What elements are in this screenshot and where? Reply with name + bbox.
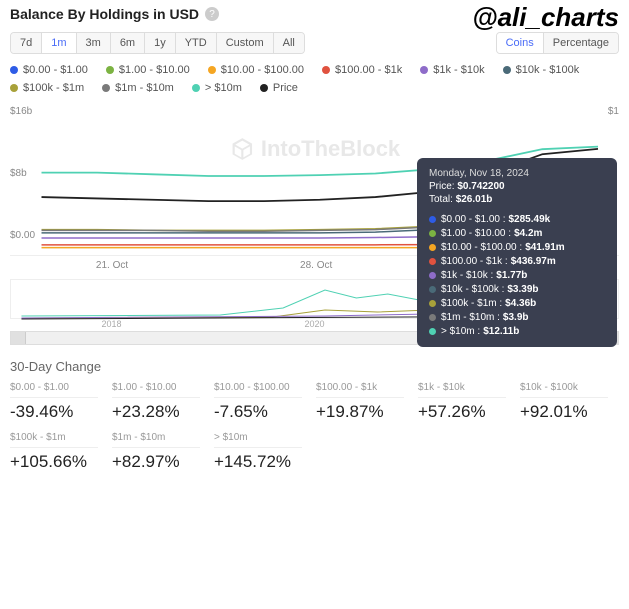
legend-item[interactable]: $10.00 - $100.00 bbox=[208, 64, 304, 76]
watermark: IntoTheBlock bbox=[229, 136, 400, 162]
range-1y[interactable]: 1y bbox=[145, 33, 176, 53]
time-range-group: 7d1m3m6m1yYTDCustomAll bbox=[10, 32, 305, 54]
legend-item[interactable]: $0.00 - $1.00 bbox=[10, 64, 88, 76]
legend: $0.00 - $1.00 $1.00 - $10.00 $10.00 - $100… bbox=[0, 60, 629, 102]
watermark-handle: @ali_charts bbox=[472, 2, 619, 33]
range-custom[interactable]: Custom bbox=[217, 33, 274, 53]
change-label: $0.00 - $1.00 bbox=[10, 382, 98, 398]
change-value: +57.26% bbox=[418, 402, 506, 422]
help-icon[interactable]: ? bbox=[205, 7, 219, 21]
range-7d[interactable]: 7d bbox=[11, 33, 42, 53]
x-tick: 21. Oct bbox=[96, 260, 128, 271]
legend-item[interactable]: $100.00 - $1k bbox=[322, 64, 402, 76]
legend-label: $0.00 - $1.00 bbox=[23, 64, 88, 76]
change-label: $1.00 - $10.00 bbox=[112, 382, 200, 398]
legend-label: > $10m bbox=[205, 82, 242, 94]
legend-dot-icon bbox=[10, 66, 18, 74]
x-tick: 28. Oct bbox=[300, 260, 332, 271]
legend-dot-icon bbox=[10, 84, 18, 92]
change-card: > $10m +145.72% bbox=[214, 432, 302, 472]
change-value: +105.66% bbox=[10, 452, 98, 472]
legend-label: $1m - $10m bbox=[115, 82, 174, 94]
change-card: $10.00 - $100.00 -7.65% bbox=[214, 382, 302, 422]
tooltip-row: > $10m : $12.11b bbox=[429, 326, 605, 337]
legend-dot-icon bbox=[260, 84, 268, 92]
legend-item[interactable]: $100k - $1m bbox=[10, 82, 84, 94]
change-value: +23.28% bbox=[112, 402, 200, 422]
tooltip: Monday, Nov 18, 2024 Price: $0.742200 To… bbox=[417, 158, 617, 347]
tooltip-price: Price: $0.742200 bbox=[429, 181, 605, 192]
tooltip-date: Monday, Nov 18, 2024 bbox=[429, 168, 605, 179]
legend-label: $100k - $1m bbox=[23, 82, 84, 94]
change-section: 30-Day Change $0.00 - $1.00 -39.46% $1.00 … bbox=[0, 351, 629, 480]
toggle-percentage[interactable]: Percentage bbox=[544, 33, 618, 53]
block-icon bbox=[229, 136, 255, 162]
toggle-coins[interactable]: Coins bbox=[497, 33, 544, 53]
legend-item[interactable]: > $10m bbox=[192, 82, 242, 94]
page-title: Balance By Holdings in USD bbox=[10, 6, 199, 22]
change-value: +145.72% bbox=[214, 452, 302, 472]
change-grid: $0.00 - $1.00 -39.46% $1.00 - $10.00 +23.28… bbox=[10, 382, 619, 472]
change-label: $10.00 - $100.00 bbox=[214, 382, 302, 398]
legend-label: $10k - $100k bbox=[516, 64, 580, 76]
tooltip-row: $1m - $10m : $3.9b bbox=[429, 312, 605, 323]
change-card: $100k - $1m +105.66% bbox=[10, 432, 98, 472]
minimap-tick: 2020 bbox=[304, 319, 324, 329]
legend-label: $1k - $10k bbox=[433, 64, 484, 76]
change-label: $10k - $100k bbox=[520, 382, 608, 398]
range-all[interactable]: All bbox=[274, 33, 304, 53]
legend-dot-icon bbox=[322, 66, 330, 74]
tooltip-row: $100k - $1m : $4.36b bbox=[429, 298, 605, 309]
legend-item[interactable]: $1k - $10k bbox=[420, 64, 484, 76]
change-card: $0.00 - $1.00 -39.46% bbox=[10, 382, 98, 422]
change-value: +19.87% bbox=[316, 402, 404, 422]
watermark-text: IntoTheBlock bbox=[261, 136, 400, 162]
change-card: $10k - $100k +92.01% bbox=[520, 382, 608, 422]
legend-label: Price bbox=[273, 82, 298, 94]
change-card: $1m - $10m +82.97% bbox=[112, 432, 200, 472]
legend-dot-icon bbox=[192, 84, 200, 92]
change-value: -7.65% bbox=[214, 402, 302, 422]
range-3m[interactable]: 3m bbox=[77, 33, 111, 53]
change-label: > $10m bbox=[214, 432, 302, 448]
legend-item[interactable]: Price bbox=[260, 82, 298, 94]
legend-dot-icon bbox=[208, 66, 216, 74]
change-label: $1m - $10m bbox=[112, 432, 200, 448]
tooltip-row: $10k - $100k : $3.39b bbox=[429, 284, 605, 295]
legend-item[interactable]: $10k - $100k bbox=[503, 64, 580, 76]
change-card: $1k - $10k +57.26% bbox=[418, 382, 506, 422]
legend-item[interactable]: $1m - $10m bbox=[102, 82, 174, 94]
legend-label: $100.00 - $1k bbox=[335, 64, 402, 76]
legend-dot-icon bbox=[503, 66, 511, 74]
tooltip-row: $1k - $10k : $1.77b bbox=[429, 270, 605, 281]
minimap-tick: 2018 bbox=[101, 319, 121, 329]
legend-dot-icon bbox=[106, 66, 114, 74]
change-card: $1.00 - $10.00 +23.28% bbox=[112, 382, 200, 422]
view-toggle-group: CoinsPercentage bbox=[496, 32, 619, 54]
change-title: 30-Day Change bbox=[10, 359, 619, 374]
tooltip-row: $0.00 - $1.00 : $285.49k bbox=[429, 214, 605, 225]
legend-item[interactable]: $1.00 - $10.00 bbox=[106, 64, 190, 76]
tooltip-total: Total: $26.01b bbox=[429, 194, 605, 205]
range-ytd[interactable]: YTD bbox=[176, 33, 217, 53]
tooltip-row: $1.00 - $10.00 : $4.2m bbox=[429, 228, 605, 239]
change-card: $100.00 - $1k +19.87% bbox=[316, 382, 404, 422]
legend-dot-icon bbox=[420, 66, 428, 74]
change-value: +92.01% bbox=[520, 402, 608, 422]
change-value: -39.46% bbox=[10, 402, 98, 422]
legend-dot-icon bbox=[102, 84, 110, 92]
range-1m[interactable]: 1m bbox=[42, 33, 76, 53]
tooltip-row: $100.00 - $1k : $436.97m bbox=[429, 256, 605, 267]
legend-label: $10.00 - $100.00 bbox=[221, 64, 304, 76]
legend-label: $1.00 - $10.00 bbox=[119, 64, 190, 76]
change-label: $100.00 - $1k bbox=[316, 382, 404, 398]
change-value: +82.97% bbox=[112, 452, 200, 472]
range-6m[interactable]: 6m bbox=[111, 33, 145, 53]
tooltip-row: $10.00 - $100.00 : $41.91m bbox=[429, 242, 605, 253]
change-label: $100k - $1m bbox=[10, 432, 98, 448]
change-label: $1k - $10k bbox=[418, 382, 506, 398]
